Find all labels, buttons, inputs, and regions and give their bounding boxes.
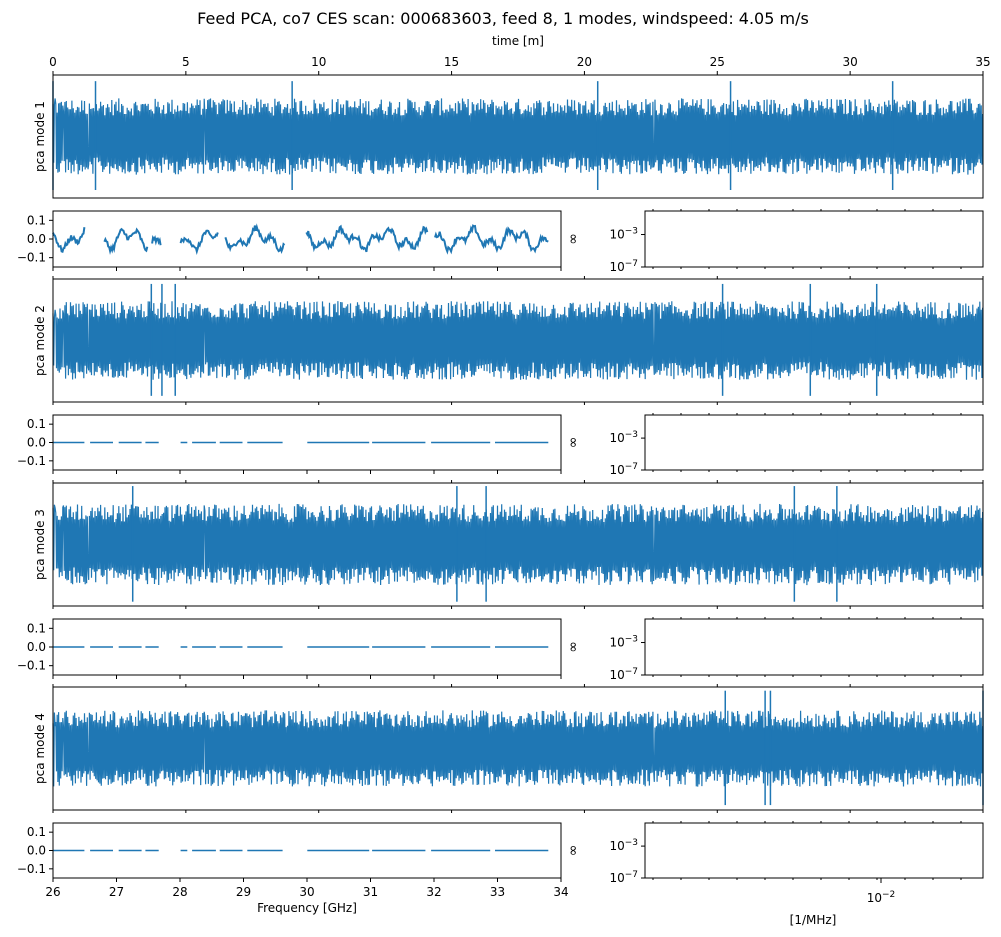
psd-ytick-label: 10−3 [609, 227, 638, 242]
psd-ytick-label: 10−3 [609, 430, 638, 445]
psd-ytick-label: 10−7 [609, 462, 638, 477]
time-tick-label: 30 [843, 55, 858, 69]
psd-ytick-label: 10−3 [609, 635, 638, 650]
frequency-tick-label: 34 [553, 885, 568, 899]
psd-2-ylabel: ∞ [565, 437, 581, 449]
spectrum-ytick-label: 0.1 [27, 417, 46, 431]
spectrum-ytick-label: 0.1 [27, 621, 46, 635]
psd-1-ylabel: ∞ [565, 233, 581, 245]
spectrum-ytick-label: −0.1 [17, 251, 46, 265]
axes-layer: 0 5 10 15 20 25 30 35 time [m] pca mode 1 0.1 0.0 −0… [17, 34, 991, 927]
spectrum-1-trace [52, 223, 549, 256]
psd-ytick-label: 10−7 [609, 667, 638, 682]
frequency-tick-label: 28 [172, 885, 187, 899]
pca-mode-2-axes [52, 278, 984, 403]
pca-mode-3-trace [52, 503, 984, 586]
time-tick-label: 5 [182, 55, 190, 69]
spectrum-ytick-label: −0.1 [17, 862, 46, 876]
spectrum-ytick-label: 0.0 [27, 844, 46, 858]
frequency-tick-label: 31 [363, 885, 378, 899]
spectrum-ytick-label: −0.1 [17, 659, 46, 673]
frequency-tick-label: 27 [109, 885, 124, 899]
pca-mode-1-trace [52, 98, 984, 175]
psd-3-axes [644, 618, 984, 676]
psd-xtick-label: 10−2 [867, 890, 896, 905]
psd-ytick-label: 10−3 [609, 838, 638, 853]
pca-mode-3-axes [52, 482, 984, 607]
frequency-tick-label: 32 [426, 885, 441, 899]
pca-mode-2-ylabel: pca mode 2 [33, 305, 47, 376]
spectrum-ytick-label: 0.1 [27, 825, 46, 839]
spectrum-ytick-label: −0.1 [17, 454, 46, 468]
psd-3-ylabel: ∞ [565, 641, 581, 653]
pca-mode-1-axes [52, 74, 984, 199]
pca-mode-2-trace [52, 301, 984, 380]
time-tick-label: 0 [49, 55, 57, 69]
time-tick-label: 35 [975, 55, 990, 69]
frequency-tick-label: 33 [490, 885, 505, 899]
psd-ytick-label: 10−7 [609, 870, 638, 885]
figure-title: Feed PCA, co7 CES scan: 000683603, feed … [197, 9, 809, 28]
time-axis-label: time [m] [492, 34, 544, 48]
time-tick-label: 25 [710, 55, 725, 69]
psd-axis-label: [1/MHz] [790, 913, 837, 927]
time-tick-label: 10 [311, 55, 326, 69]
spectrum-ytick-label: 0.1 [27, 213, 46, 227]
spectrum-ytick-label: 0.0 [27, 436, 46, 450]
frequency-tick-label: 26 [45, 885, 60, 899]
pca-mode-4-trace [52, 710, 984, 787]
psd-1-axes [644, 210, 984, 268]
spectrum-ytick-label: 0.0 [27, 640, 46, 654]
time-tick-label: 20 [577, 55, 592, 69]
pca-mode-4-ylabel: pca mode 4 [33, 713, 47, 784]
spectrum-ytick-label: 0.0 [27, 232, 46, 246]
time-tick-label: 15 [444, 55, 459, 69]
pca-mode-1-ylabel: pca mode 1 [33, 101, 47, 172]
frequency-tick-label: 29 [236, 885, 251, 899]
psd-4-ylabel: ∞ [565, 845, 581, 857]
frequency-axis-label: Frequency [GHz] [257, 901, 357, 915]
psd-4-axes [644, 822, 984, 879]
psd-ytick-label: 10−7 [609, 259, 638, 274]
pca-mode-3-ylabel: pca mode 3 [33, 509, 47, 580]
frequency-tick-label: 30 [299, 885, 314, 899]
pca-mode-4-axes [52, 686, 984, 811]
psd-2-axes [644, 414, 984, 471]
